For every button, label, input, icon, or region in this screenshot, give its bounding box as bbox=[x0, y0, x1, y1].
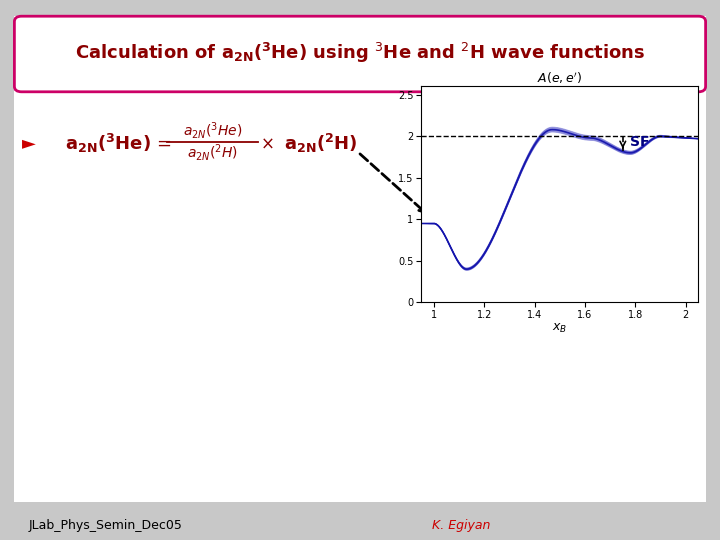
Text: $\times$: $\times$ bbox=[260, 134, 273, 152]
Text: $\mathbf{a_{2N}(^3He)}$ =: $\mathbf{a_{2N}(^3He)}$ = bbox=[65, 132, 171, 154]
FancyBboxPatch shape bbox=[14, 16, 706, 502]
Text: JLab_Phys_Semin_Dec05: JLab_Phys_Semin_Dec05 bbox=[29, 519, 183, 532]
Text: ►: ► bbox=[22, 134, 35, 152]
Text: $a_{2N}(^2H)$: $a_{2N}(^2H)$ bbox=[187, 143, 238, 163]
Text: K. Egiyan: K. Egiyan bbox=[432, 519, 490, 532]
Text: $a_{2N}(^3He)$: $a_{2N}(^3He)$ bbox=[183, 120, 242, 141]
Title: $A(e,e')$: $A(e,e')$ bbox=[537, 71, 582, 86]
FancyBboxPatch shape bbox=[14, 16, 706, 92]
Text: SF: SF bbox=[631, 135, 650, 149]
X-axis label: $x_B$: $x_B$ bbox=[552, 321, 567, 334]
Text: Calculation of $\mathbf{a_{2N}(^3He)}$ using $^3$He and $^2$H wave functions: Calculation of $\mathbf{a_{2N}(^3He)}$ u… bbox=[75, 41, 645, 65]
Text: $\mathbf{a_{2N}(^2H)}$: $\mathbf{a_{2N}(^2H)}$ bbox=[284, 132, 358, 154]
